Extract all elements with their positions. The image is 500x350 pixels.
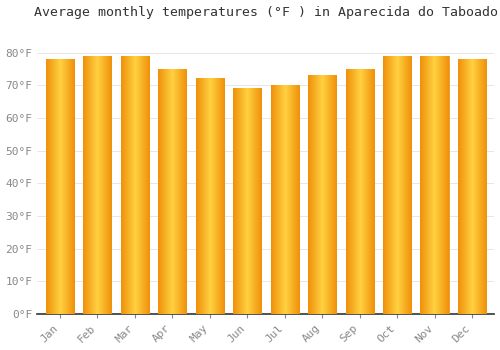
Bar [308,76,336,314]
Bar [346,69,374,314]
Bar [158,69,186,314]
Bar [121,56,149,314]
Bar [458,59,486,314]
Bar [233,89,261,314]
Bar [383,56,411,314]
Bar [46,59,74,314]
Bar [270,85,298,314]
Title: Average monthly temperatures (°F ) in Aparecida do Taboado: Average monthly temperatures (°F ) in Ap… [34,6,498,19]
Bar [420,56,448,314]
Bar [196,79,224,314]
Bar [84,56,112,314]
